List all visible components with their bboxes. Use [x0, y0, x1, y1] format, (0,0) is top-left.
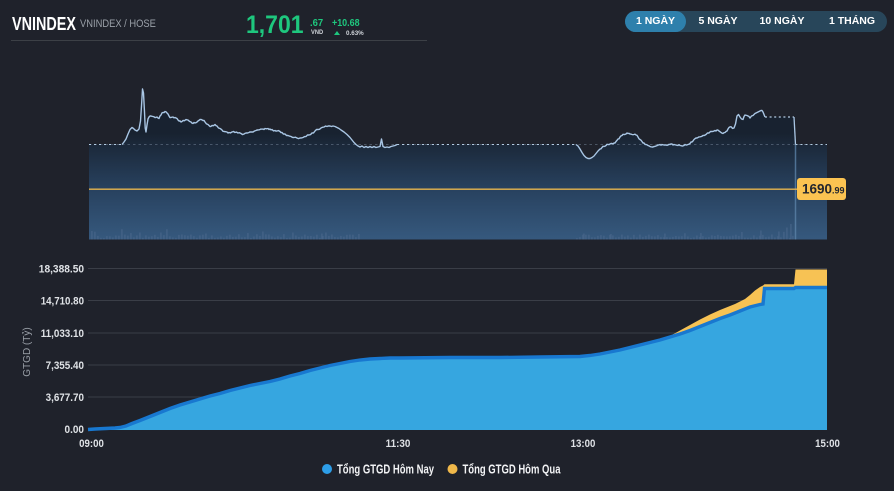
svg-text:0.00: 0.00 [65, 424, 85, 436]
svg-text:7,355.40: 7,355.40 [46, 360, 84, 372]
svg-text:Tổng GTGD Hôm Nay: Tổng GTGD Hôm Nay [337, 463, 434, 477]
svg-text:1690.99: 1690.99 [802, 182, 845, 197]
svg-text:13:00: 13:00 [571, 438, 596, 450]
svg-text:3,677.70: 3,677.70 [46, 392, 84, 404]
svg-text:GTGD (Tỷ): GTGD (Tỷ) [21, 327, 33, 376]
svg-text:Tổng GTGD Hôm Qua: Tổng GTGD Hôm Qua [463, 463, 562, 477]
svg-text:11:30: 11:30 [386, 438, 411, 450]
svg-text:14,710.80: 14,710.80 [41, 296, 84, 308]
svg-text:18,388.50: 18,388.50 [39, 264, 84, 276]
svg-text:11,033.10: 11,033.10 [41, 328, 84, 340]
svg-text:09:00: 09:00 [79, 438, 104, 450]
svg-text:15:00: 15:00 [815, 438, 840, 450]
